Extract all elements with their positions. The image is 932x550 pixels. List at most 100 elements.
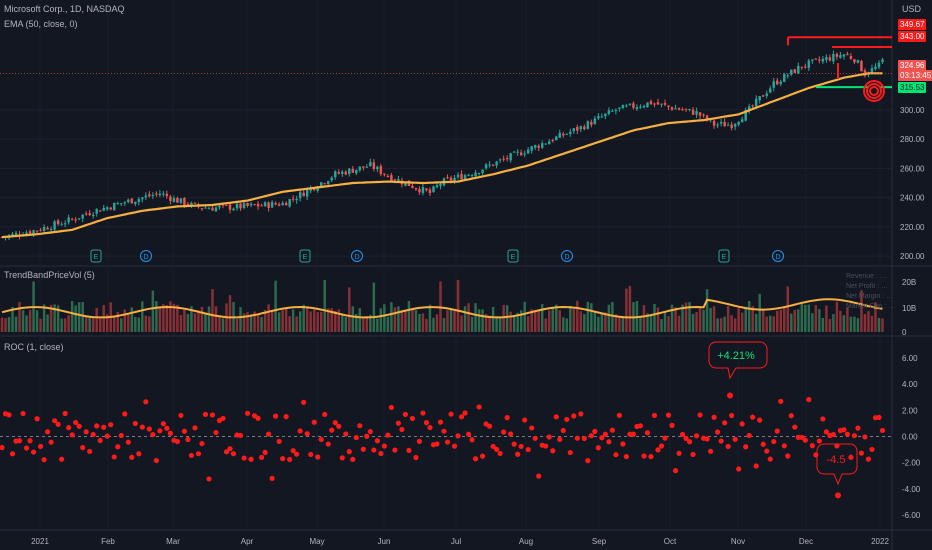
candle-body	[46, 227, 49, 230]
roc-tick-label: 4.00	[902, 380, 918, 389]
roc-point	[139, 424, 145, 430]
earnings-marker-label: D	[143, 254, 148, 261]
volume-bar	[870, 315, 874, 332]
ema-legend[interactable]: EMA (50, close, 0)	[4, 19, 78, 29]
volume-bar	[776, 310, 779, 332]
volume-bar	[4, 318, 7, 332]
roc-point	[581, 435, 587, 442]
roc-legend[interactable]: ROC (1, close)	[4, 342, 64, 352]
candle-body	[235, 203, 239, 209]
volume-bar	[390, 302, 393, 332]
roc-point	[164, 425, 170, 431]
volume-bar	[221, 318, 225, 332]
candle-body	[386, 175, 390, 177]
candle-body	[144, 195, 148, 198]
roc-point	[830, 431, 836, 438]
candle-body	[849, 56, 853, 59]
roc-point	[374, 438, 380, 444]
volume-bar	[667, 316, 670, 332]
roc-point	[195, 451, 202, 457]
volume-bar	[288, 316, 291, 332]
roc-point	[844, 431, 851, 437]
volume-bar	[754, 313, 758, 332]
volume-bar	[376, 318, 379, 332]
volume-bar	[151, 290, 155, 332]
roc-point	[616, 412, 622, 418]
roc-point	[862, 434, 868, 440]
time-tick-label: Aug	[519, 537, 533, 546]
volume-bar	[761, 308, 765, 332]
volume-bar	[590, 303, 593, 332]
candle-body	[811, 59, 814, 61]
candle-body	[540, 143, 544, 148]
volume-bar	[670, 304, 674, 332]
volume-bar	[526, 316, 530, 332]
volume-bar	[491, 306, 495, 332]
earnings-marker: E	[507, 249, 519, 263]
roc-point	[136, 451, 142, 457]
volume-bar	[414, 310, 418, 332]
candle-body	[758, 96, 761, 101]
candle-body	[134, 201, 137, 204]
roc-point	[244, 410, 251, 416]
candle-body	[593, 118, 597, 125]
roc-point	[676, 450, 682, 456]
candle-body	[533, 145, 537, 148]
volume-bar	[28, 310, 32, 332]
roc-point	[686, 439, 693, 445]
volume-bar	[625, 288, 628, 332]
candle-body	[839, 55, 842, 58]
volume-bar	[797, 309, 800, 332]
roc-point	[73, 419, 79, 426]
volume-bar	[646, 313, 649, 332]
volume-bar	[267, 304, 270, 332]
roc-point	[609, 427, 615, 433]
volume-bar	[860, 290, 863, 332]
volume-bar	[63, 318, 67, 332]
candle-body	[148, 194, 151, 197]
volume-bar	[853, 316, 856, 332]
volume-bar	[702, 309, 705, 332]
volume-bar	[674, 307, 677, 332]
symbol-title[interactable]: Microsoft Corp., 1D, NASDAQ	[4, 4, 125, 14]
candle-body	[337, 172, 340, 174]
roc-point	[178, 412, 184, 419]
roc-point	[311, 419, 317, 425]
volume-bar	[319, 311, 323, 332]
roc-point	[34, 416, 40, 422]
volume-bar	[123, 309, 127, 332]
roc-point	[504, 415, 510, 421]
earnings-marker-label: D	[354, 254, 359, 261]
roc-point	[94, 423, 100, 429]
roc-point	[553, 414, 559, 420]
roc-point	[557, 436, 563, 442]
roc-point	[876, 414, 882, 420]
volume-bar	[467, 303, 470, 332]
volume-bar	[628, 285, 632, 332]
roc-point	[602, 431, 608, 437]
candle-body	[488, 164, 491, 166]
candle-body	[369, 162, 372, 166]
volume-bar	[881, 318, 884, 332]
roc-point	[715, 429, 721, 435]
volume-bar	[14, 316, 18, 332]
price-tick-label: 260.00	[900, 164, 925, 173]
earnings-marker-label: D	[775, 254, 780, 261]
volume-bar	[46, 314, 49, 332]
volume-bar	[583, 314, 586, 332]
roc-point	[536, 473, 542, 479]
candle-body	[600, 116, 604, 118]
time-tick-label: Feb	[101, 537, 115, 546]
roc-point	[287, 456, 293, 463]
volume-bar	[698, 307, 702, 332]
tbpv-legend[interactable]: TrendBandPriceVol (5)	[4, 270, 95, 280]
candle-body	[179, 198, 183, 203]
volume-bar	[148, 316, 151, 332]
candle-body	[60, 224, 63, 226]
roc-point	[522, 417, 528, 423]
volume-bar	[334, 310, 337, 332]
candle-body	[790, 69, 793, 75]
volume-bar	[621, 317, 625, 332]
roc-point	[802, 437, 808, 443]
